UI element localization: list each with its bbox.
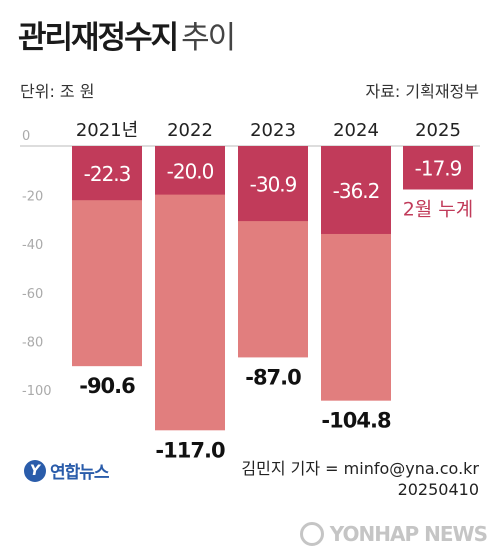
x-tick-label: 2022 — [167, 120, 213, 141]
watermark: YONHAP NEWS — [299, 522, 488, 546]
partial-value-label: -22.3 — [84, 162, 131, 186]
credit-reporter: 김민지 기자 = minfo@yna.co.kr — [241, 459, 479, 478]
y-tick-label: -20 — [22, 190, 43, 205]
annotation-label: 2월 누계 — [403, 198, 474, 220]
title-suffix: 추이 — [181, 20, 236, 56]
y-tick-label: 0 — [22, 129, 30, 144]
x-tick-label: 2023 — [250, 120, 296, 141]
watermark-text: YONHAP NEWS — [329, 522, 488, 546]
bar-partial — [238, 146, 308, 222]
y-tick-label: -80 — [22, 335, 43, 350]
partial-value-label: -30.9 — [250, 173, 297, 197]
bar-partial — [321, 146, 391, 234]
chart-title: 관리재정수지 추이 — [18, 12, 236, 57]
credit-date: 20250410 — [397, 480, 479, 499]
y-tick-label: -60 — [22, 287, 43, 302]
y-tick-label: -100 — [22, 384, 52, 399]
partial-value-label: -17.9 — [415, 157, 462, 181]
unit-label: 단위: 조 원 — [20, 82, 95, 101]
x-tick-label: 2021년 — [76, 120, 138, 141]
credit: 김민지 기자 = minfo@yna.co.kr 20250410 — [241, 458, 479, 500]
partial-value-label: -36.2 — [333, 179, 380, 203]
bar-partial — [155, 146, 225, 195]
partial-value-label: -20.0 — [167, 159, 214, 183]
yonhap-logo-icon: Y — [24, 459, 46, 482]
yonhap-logo: Y 연합뉴스 — [24, 458, 110, 483]
title-main: 관리재정수지 — [18, 20, 179, 56]
bar-partial — [403, 146, 473, 190]
total-value-label: -117.0 — [155, 438, 225, 462]
x-tick-label: 2024 — [333, 120, 379, 141]
y-tick-label: -40 — [22, 238, 43, 253]
yonhap-logo-text: 연합뉴스 — [50, 463, 110, 483]
watermark-icon — [299, 522, 324, 546]
total-value-label: -87.0 — [245, 365, 301, 389]
x-tick-label: 2025 — [415, 120, 461, 141]
bar-partial — [72, 146, 142, 201]
source-label: 자료: 기획재정부 — [365, 82, 479, 101]
total-value-label: -104.8 — [321, 409, 391, 433]
total-value-label: -90.6 — [79, 374, 135, 398]
